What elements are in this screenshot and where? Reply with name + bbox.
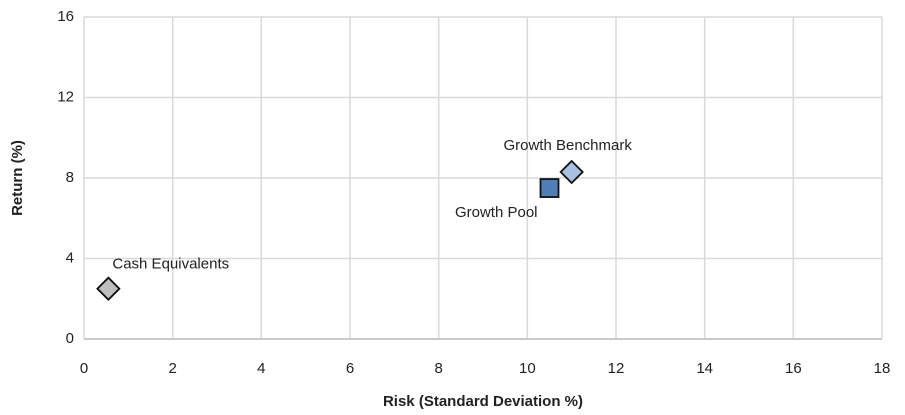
- y-tick-label: 16: [57, 8, 74, 25]
- point-label: Growth Pool: [455, 204, 538, 221]
- marker: [559, 159, 584, 185]
- y-tick-label: 4: [66, 249, 74, 266]
- marker: [539, 178, 560, 198]
- x-tick-label: 8: [434, 360, 442, 377]
- x-tick-label: 4: [257, 360, 265, 377]
- x-axis-title: Risk (Standard Deviation %): [383, 393, 583, 410]
- x-tick-label: 14: [696, 360, 713, 377]
- y-tick-label: 8: [66, 169, 74, 186]
- point-label: Cash Equivalents: [112, 256, 229, 273]
- x-tick-label: 16: [785, 360, 802, 377]
- y-tick-label: 0: [66, 330, 74, 347]
- y-axis-title: Return (%): [9, 140, 26, 216]
- x-tick-label: 18: [874, 360, 891, 377]
- x-tick-label: 10: [519, 360, 536, 377]
- point-label: Growth Benchmark: [503, 137, 632, 154]
- x-tick-label: 6: [346, 360, 354, 377]
- x-tick-label: 2: [168, 360, 176, 377]
- x-tick-label: 12: [608, 360, 625, 377]
- x-tick-label: 0: [80, 360, 88, 377]
- marker: [96, 276, 121, 301]
- y-tick-label: 12: [57, 88, 74, 105]
